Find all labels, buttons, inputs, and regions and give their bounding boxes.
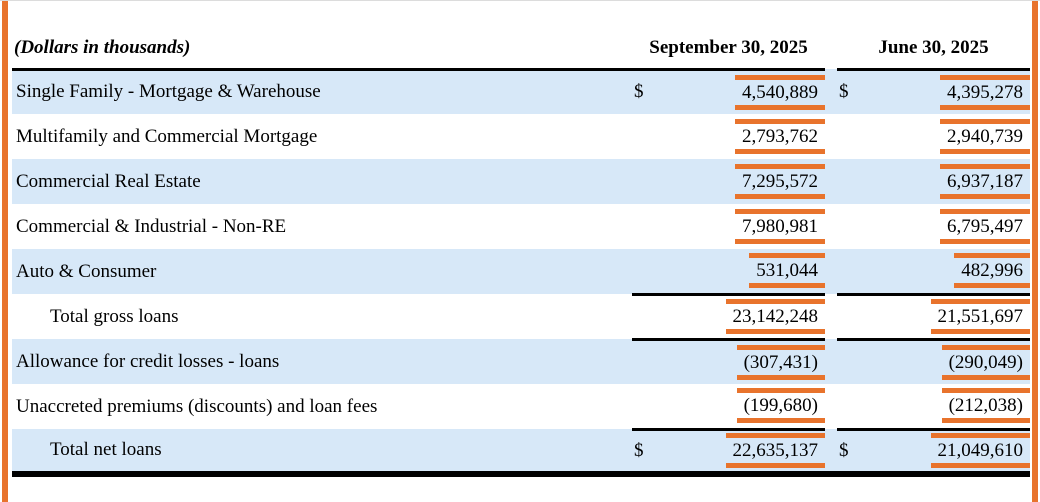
column-gap: [825, 114, 837, 159]
highlighted-value: 2,940,739: [940, 119, 1030, 154]
right-orange-border: [1032, 1, 1038, 502]
value-cell: 4,395,278: [865, 69, 1030, 114]
column-header-june: June 30, 2025: [837, 25, 1030, 71]
value-cell: 2,940,739: [865, 114, 1030, 159]
highlighted-value: 482,996: [954, 253, 1030, 289]
highlighted-value: (199,680): [736, 388, 825, 424]
highlighted-value: (212,038): [941, 388, 1030, 424]
highlighted-value: (290,049): [941, 344, 1030, 380]
currency-symbol: [632, 249, 660, 296]
table-row-commercial-real-estate: Commercial Real Estate 7,295,572 6,937,1…: [12, 159, 1030, 204]
column-header-september: September 30, 2025: [632, 25, 825, 71]
currency-symbol: $: [837, 429, 865, 477]
row-label: Commercial Real Estate: [12, 159, 632, 204]
row-label: Total gross loans: [50, 305, 179, 327]
table-row-commercial-industrial: Commercial & Industrial - Non-RE 7,980,9…: [12, 204, 1030, 249]
table-row-single-family: Single Family - Mortgage & Warehouse $ 4…: [12, 69, 1030, 114]
row-label: Unaccreted premiums (discounts) and loan…: [16, 395, 378, 417]
currency-symbol: $: [632, 69, 660, 114]
column-gap: [825, 204, 837, 249]
currency-symbol: [837, 249, 865, 296]
table-row-total-net-loans: Total net loans $ 22,635,137 $ 21,049,61…: [12, 429, 1030, 477]
value-cell: 22,635,137: [660, 429, 825, 477]
value-cell: (199,680): [660, 384, 825, 431]
row-label: Allowance for credit losses - loans: [12, 339, 632, 384]
highlighted-value: (307,431): [736, 344, 825, 380]
row-label: Total net loans: [12, 429, 632, 477]
currency-symbol: [632, 384, 660, 431]
row-label: Single Family - Mortgage & Warehouse: [12, 69, 632, 114]
units-label: (Dollars in thousands): [12, 25, 632, 71]
value-cell: 4,540,889: [660, 69, 825, 114]
value-cell: 6,937,187: [865, 159, 1030, 204]
highlighted-value: 23,142,248: [725, 299, 825, 334]
value-cell: (290,049): [865, 339, 1030, 384]
highlighted-value: 7,295,572: [735, 164, 825, 199]
column-gap: [825, 294, 837, 339]
highlighted-value: 6,937,187: [940, 164, 1030, 199]
currency-symbol: [632, 339, 660, 384]
highlighted-value: 21,551,697: [930, 299, 1030, 334]
highlighted-value: 4,540,889: [735, 74, 825, 110]
value-cell: (307,431): [660, 339, 825, 384]
value-cell: 6,795,497: [865, 204, 1030, 249]
table-row-auto-consumer: Auto & Consumer 531,044 482,996: [12, 249, 1030, 296]
column-gap: [825, 384, 837, 429]
highlighted-value: 21,049,610: [930, 433, 1030, 469]
table-row-multifamily: Multifamily and Commercial Mortgage 2,79…: [12, 114, 1030, 159]
table-row-total-gross-loans: Total gross loans 23,142,248 21,551,697: [12, 294, 1030, 341]
table-row-unaccreted-premiums: Unaccreted premiums (discounts) and loan…: [12, 384, 1030, 431]
loans-balance-table: (Dollars in thousands) September 30, 202…: [12, 25, 1030, 477]
highlighted-value: 22,635,137: [725, 433, 825, 469]
highlighted-value: 2,793,762: [735, 119, 825, 154]
value-cell: 21,049,610: [865, 429, 1030, 477]
value-cell: (212,038): [865, 384, 1030, 431]
currency-symbol: $: [632, 429, 660, 477]
column-gap: [825, 249, 837, 294]
value-cell: 2,793,762: [660, 114, 825, 159]
currency-symbol: [837, 294, 865, 341]
highlighted-value: 4,395,278: [940, 74, 1030, 110]
highlighted-value: 6,795,497: [940, 209, 1030, 244]
left-orange-border: [2, 1, 8, 502]
column-gap: [825, 429, 837, 477]
value-cell: 482,996: [865, 249, 1030, 296]
currency-symbol: [837, 159, 865, 204]
column-gap: [825, 25, 837, 69]
currency-symbol: [837, 114, 865, 159]
currency-symbol: [632, 204, 660, 249]
value-cell: 531,044: [660, 249, 825, 296]
column-gap: [825, 69, 837, 114]
currency-symbol: [632, 159, 660, 204]
highlighted-value: 531,044: [749, 253, 825, 289]
currency-symbol: [837, 339, 865, 384]
column-gap: [825, 159, 837, 204]
value-cell: 7,295,572: [660, 159, 825, 204]
value-cell: 21,551,697: [865, 294, 1030, 341]
row-label: Commercial & Industrial - Non-RE: [16, 215, 287, 237]
value-cell: 7,980,981: [660, 204, 825, 249]
column-gap: [825, 339, 837, 384]
table-header-row: (Dollars in thousands) September 30, 202…: [12, 25, 1030, 71]
row-label: Multifamily and Commercial Mortgage: [16, 125, 318, 147]
highlighted-value: 7,980,981: [735, 209, 825, 244]
currency-symbol: $: [837, 69, 865, 114]
value-cell: 23,142,248: [660, 294, 825, 341]
row-label: Auto & Consumer: [12, 249, 632, 294]
currency-symbol: [632, 294, 660, 341]
currency-symbol: [632, 114, 660, 159]
currency-symbol: [837, 384, 865, 431]
currency-symbol: [837, 204, 865, 249]
table-row-allowance-credit-losses: Allowance for credit losses - loans (307…: [12, 339, 1030, 384]
